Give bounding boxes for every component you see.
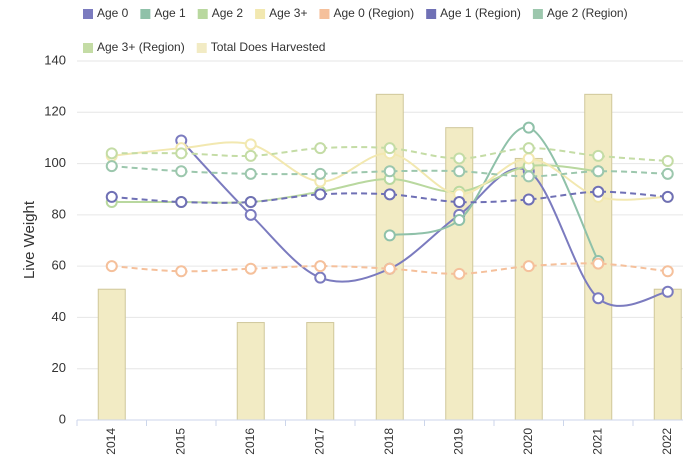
legend-label: Age 2 [212,6,244,20]
legend-swatch [255,9,266,19]
y-tick-label: 20 [52,360,66,375]
point [453,152,466,165]
point [661,155,674,168]
bar [306,322,335,421]
x-tick-label: 2015 [173,428,187,455]
point [175,196,188,209]
bars [97,93,682,421]
point [244,196,257,209]
point [105,260,118,273]
point [522,193,535,206]
point [244,138,257,151]
point [592,165,605,178]
point [453,196,466,209]
point [314,260,327,273]
legend-swatch [426,9,437,19]
point [105,190,118,203]
y-tick-label: 40 [52,309,66,324]
point [314,142,327,155]
line [111,190,668,204]
point [592,185,605,198]
point [314,188,327,201]
legend-swatch [532,9,543,19]
line [389,126,600,262]
legend-label: Age 0 (Region) [333,6,414,20]
point [453,267,466,280]
bar [653,288,682,421]
point [453,165,466,178]
point [522,260,535,273]
point [314,271,327,284]
point [661,190,674,203]
point [175,147,188,160]
point [522,142,535,155]
bar [236,322,265,421]
line [111,146,668,163]
legend-label: Age 3+ (Region) [97,40,185,54]
point [592,257,605,270]
legend-label: Age 3+ [269,6,307,20]
legend-swatch [319,9,330,19]
line [180,139,668,307]
point [383,188,396,201]
point [661,285,674,298]
point [661,167,674,180]
legend-label: Age 2 (Region) [547,6,628,20]
legend-swatch [83,43,93,53]
legend-label: Age 1 [154,6,186,20]
x-tick-label: 2019 [451,428,465,455]
x-tick-label: 2018 [382,428,396,455]
line [111,164,599,204]
point [592,292,605,305]
legend: Age 0 Age 1 Age 2 Age 3+ Age 0 (Region) Age 1… [83,6,628,54]
x-tick-label: 2016 [243,428,257,455]
legend-label: Age 0 [97,6,129,20]
point [383,142,396,155]
legend-label: Total Does Harvested [211,40,326,54]
point [661,265,674,278]
point [383,165,396,178]
legend-swatch [197,9,208,19]
point [244,149,257,162]
y-tick-label: 140 [44,52,66,67]
x-tick-label: 2020 [521,428,535,455]
point [244,208,257,221]
line [111,262,668,275]
legend-label: Age 1 (Region) [440,6,521,20]
lines [105,121,674,307]
x-tick-label: 2014 [104,428,118,455]
y-tick-label: 80 [52,206,66,221]
point [522,170,535,183]
point [314,167,327,180]
y-tick-label: 120 [44,104,66,119]
point [175,165,188,178]
point [592,149,605,162]
legend-swatch [140,9,151,19]
x-tick-label: 2017 [312,428,326,455]
x-tick-label: 2022 [660,428,674,455]
point [522,152,535,165]
bar [97,288,126,421]
y-tick-label: 100 [44,155,66,170]
point [244,167,257,180]
x-tick-label: 2021 [590,428,604,455]
point [175,265,188,278]
point [383,262,396,275]
legend-swatch [83,9,93,19]
axes: 0 20 40 60 80 100 120 140 2014 2015 2016 2017 2018 20… [44,52,683,455]
point [105,147,118,160]
point [244,262,257,275]
y-tick-label: 60 [52,258,66,273]
point [383,229,396,242]
point [453,213,466,226]
point [522,121,535,134]
y-axis-label: Live Weight [21,200,38,279]
y-tick-label: 0 [59,411,66,426]
point [105,160,118,173]
legend-swatch [196,43,207,53]
line [111,165,668,178]
